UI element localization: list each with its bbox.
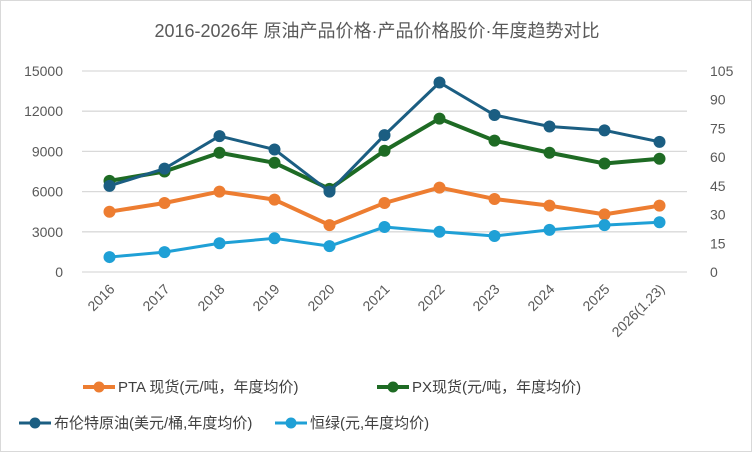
y-tick-label-right: 60 (710, 149, 726, 165)
y-tick-label-right: 75 (710, 120, 726, 136)
y-tick-label-right: 30 (710, 207, 726, 223)
x-tick-label: 2017 (139, 281, 172, 314)
data-point[interactable] (378, 196, 391, 209)
legend-label: PX现货(元/吨，年度均价) (412, 379, 581, 396)
data-point[interactable] (653, 135, 666, 148)
y-tick-label-right: 0 (710, 264, 718, 280)
y-axis-left: 0 3000 6000 9000 12000 15000 (24, 63, 63, 280)
series-3 (103, 216, 666, 264)
legend-item[interactable]: PX现货(元/吨，年度均价) (377, 379, 581, 396)
series-2 (103, 76, 666, 198)
legend-label: 恒绿(元,年度均价) (310, 415, 429, 432)
data-point[interactable] (598, 124, 611, 137)
x-tick-label: 2025 (579, 281, 612, 314)
data-point[interactable] (158, 162, 171, 175)
data-point[interactable] (268, 232, 281, 245)
y-axis-right: 0 15 30 45 60 75 90 105 (710, 63, 734, 280)
x-tick-label: 2016 (84, 281, 117, 314)
data-point[interactable] (433, 76, 446, 89)
data-point[interactable] (653, 216, 666, 229)
legend-item[interactable]: 布伦特原油(美元/桶,年度均价) (19, 415, 252, 432)
gridlines (82, 70, 687, 273)
data-point[interactable] (488, 192, 501, 205)
legend: PTA 现货(元/吨，年度均价) PX现货(元/吨，年度均价) 布伦特原油(美元/桶… (19, 379, 581, 432)
data-point[interactable] (653, 152, 666, 165)
data-point[interactable] (213, 237, 226, 250)
x-tick-label: 2021 (359, 281, 392, 314)
x-tick-label: 2019 (249, 281, 282, 314)
data-point[interactable] (543, 120, 556, 133)
data-point[interactable] (433, 181, 446, 194)
legend-label: 布伦特原油(美元/桶,年度均价) (54, 415, 252, 432)
y-tick-label-left: 15000 (24, 63, 63, 79)
data-point[interactable] (158, 246, 171, 259)
y-tick-label-left: 12000 (24, 103, 63, 119)
legend-item[interactable]: 恒绿(元,年度均价) (275, 415, 429, 432)
legend-dot-marker (93, 381, 105, 393)
data-point[interactable] (213, 146, 226, 159)
data-point[interactable] (213, 185, 226, 198)
data-point[interactable] (488, 230, 501, 243)
x-tick-label: 2026(1.23) (608, 281, 667, 340)
x-axis: 2016 2017 2018 2019 2020 2021 2022 2023 2024 2025… (84, 281, 667, 340)
y-tick-label-right: 45 (710, 178, 726, 194)
data-point[interactable] (378, 144, 391, 157)
data-point[interactable] (488, 109, 501, 122)
data-point[interactable] (103, 205, 116, 218)
data-point[interactable] (653, 199, 666, 212)
data-point[interactable] (268, 143, 281, 156)
x-tick-label: 2022 (414, 281, 447, 314)
y-tick-label-left: 3000 (32, 224, 63, 240)
data-point[interactable] (543, 199, 556, 212)
data-point[interactable] (213, 130, 226, 143)
y-tick-label-left: 9000 (32, 143, 63, 159)
legend-dot-marker (387, 381, 399, 393)
y-tick-label-right: 105 (710, 63, 734, 79)
y-tick-label-right: 90 (710, 92, 726, 108)
data-point[interactable] (598, 208, 611, 221)
data-point[interactable] (378, 129, 391, 142)
data-point[interactable] (378, 221, 391, 234)
y-tick-label-right: 15 (710, 235, 726, 251)
legend-dot-marker (29, 417, 41, 429)
series-group (103, 76, 666, 264)
data-point[interactable] (323, 240, 336, 253)
x-tick-label: 2018 (194, 281, 227, 314)
legend-dot-marker (285, 417, 297, 429)
series-0 (103, 181, 666, 232)
data-point[interactable] (433, 112, 446, 125)
legend-item[interactable]: PTA 现货(元/吨，年度均价) (83, 379, 299, 396)
data-point[interactable] (268, 193, 281, 206)
legend-label: PTA 现货(元/吨，年度均价) (118, 379, 299, 396)
x-tick-label: 2023 (469, 281, 502, 314)
data-point[interactable] (323, 219, 336, 232)
y-tick-label-left: 6000 (32, 184, 63, 200)
data-point[interactable] (598, 157, 611, 170)
data-point[interactable] (543, 146, 556, 159)
data-point[interactable] (598, 219, 611, 232)
data-point[interactable] (323, 185, 336, 198)
data-point[interactable] (158, 196, 171, 209)
data-point[interactable] (433, 225, 446, 238)
x-tick-label: 2020 (304, 281, 337, 314)
data-point[interactable] (268, 156, 281, 169)
data-point[interactable] (543, 223, 556, 236)
y-tick-label-left: 0 (55, 264, 63, 280)
chart-title: 2016-2026年 原油产品价格·产品价格股价·年度趋势对比 (154, 21, 599, 41)
x-tick-label: 2024 (524, 281, 557, 314)
data-point[interactable] (103, 251, 116, 264)
data-point[interactable] (488, 134, 501, 147)
data-point[interactable] (103, 179, 116, 192)
